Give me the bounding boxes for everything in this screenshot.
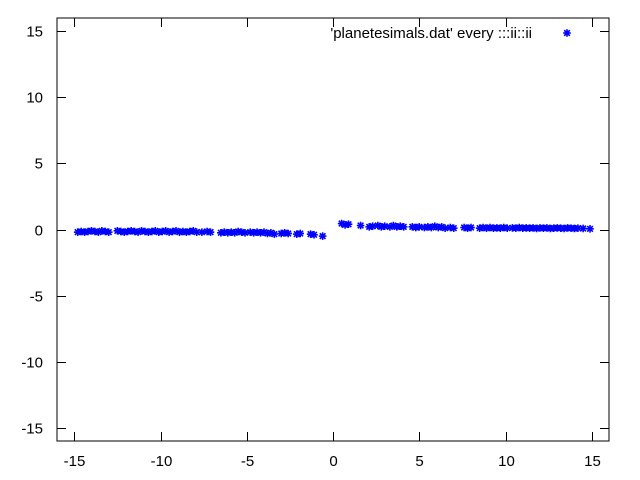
x-tick-label: 5: [415, 453, 423, 470]
data-point: [318, 232, 327, 240]
y-tick-label: -15: [21, 421, 43, 438]
data-point: [399, 223, 408, 231]
data-point: [284, 229, 292, 238]
legend-label: 'planetesimals.dat' every :::ii::ii: [330, 25, 532, 42]
x-tick-label: 10: [498, 453, 515, 470]
y-tick-label: -5: [30, 289, 43, 306]
x-tick-label: -5: [241, 453, 254, 470]
data-point: [310, 230, 318, 239]
data-point: [104, 228, 113, 236]
legend-marker-icon: [563, 29, 571, 37]
data-point: [344, 220, 353, 229]
data-point: [503, 224, 512, 232]
x-tick-label: -15: [64, 453, 86, 470]
data-point: [579, 224, 587, 233]
data-points: [73, 219, 594, 240]
x-tick-label: 0: [329, 453, 337, 470]
y-tick-label: 0: [35, 223, 43, 240]
x-tick-label: 15: [584, 453, 601, 470]
y-tick-label: 10: [26, 90, 43, 107]
data-point: [449, 224, 458, 232]
data-point: [206, 228, 215, 236]
data-point: [586, 225, 594, 233]
data-point: [356, 221, 365, 230]
legend: 'planetesimals.dat' every :::ii::ii: [330, 25, 571, 42]
data-point: [467, 223, 475, 232]
data-point: [296, 229, 305, 238]
legend-marker-point: [563, 29, 571, 37]
data-point: [241, 229, 249, 237]
y-tick-label: 5: [35, 156, 43, 173]
data-point: [380, 222, 389, 230]
y-tick-label: -10: [21, 355, 43, 372]
x-tick-label: -10: [151, 453, 173, 470]
y-tick-label: 15: [26, 24, 43, 41]
data-point: [270, 230, 279, 238]
axes: -15 -10 -5 0 5 10 15 -15 -10 -5 0 5 10 15: [21, 17, 610, 470]
